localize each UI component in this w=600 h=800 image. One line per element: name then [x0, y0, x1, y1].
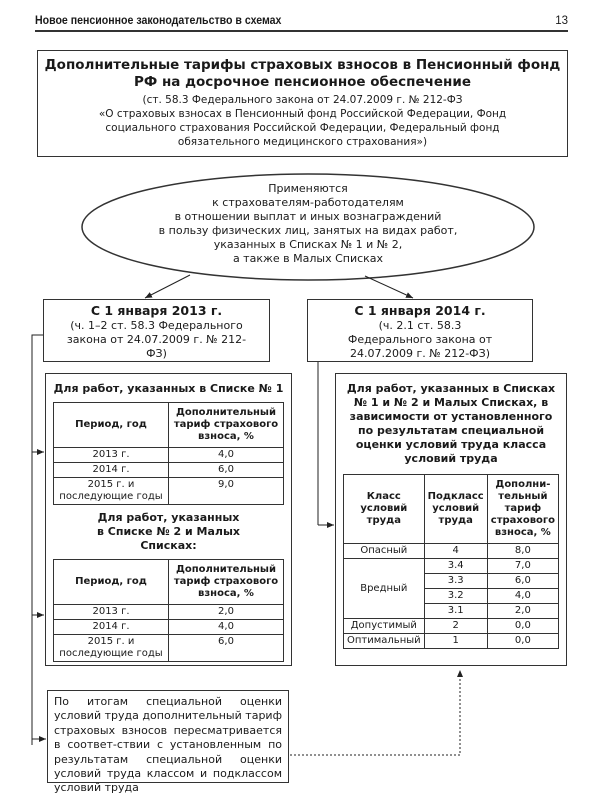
classes-heading: Для работ, указанных в Списках № 1 и № 2… — [346, 382, 556, 465]
class-cell: Оптимальный — [343, 633, 425, 649]
dotted-link — [290, 670, 463, 756]
table-row: Вредный 3.4 7,0 — [343, 558, 560, 619]
right-branch-line — [307, 334, 319, 525]
table-row: Допустимый 2 0,0 — [343, 618, 560, 634]
rate-cell: 4,0 — [168, 447, 284, 463]
ellipse-line: указанных в Списках № 1 и № 2, — [213, 238, 403, 251]
column-header: Класс условий труда — [343, 474, 425, 544]
rate-cell: 9,0 — [168, 477, 284, 505]
column-header: Период, год — [53, 559, 169, 605]
date-reference: (ч. 1–2 ст. 58.3 Федерального закона от … — [66, 319, 247, 360]
table-row: Опасный 4 8,0 — [343, 543, 560, 559]
class-cell: Вредный — [343, 558, 425, 619]
arrow-to-2014 — [364, 275, 414, 299]
law-reference: (ст. 58.3 Федерального закона от 24.07.2… — [38, 93, 567, 149]
page-number: 13 — [555, 15, 568, 27]
rate-cell: 0,0 — [486, 633, 560, 649]
ellipse-line: в пользу физических лиц, занятых на вида… — [158, 224, 458, 237]
class-cell: Опасный — [343, 543, 425, 559]
period-cell: 2015 г. и последующие годы — [53, 634, 169, 662]
period-cell: 2014 г. — [53, 462, 169, 478]
list1-table: Период, год Дополнительный тариф страхово… — [53, 402, 284, 505]
ellipse-shape — [81, 173, 535, 281]
rate-cell: 6,0 — [168, 634, 284, 662]
rate-cell: 6,0 — [486, 573, 560, 589]
date-reference: (ч. 2.1 ст. 58.3 Федерального закона от … — [347, 319, 493, 360]
lists-1-2-box: Для работ, указанных в Списке № 1 Период… — [45, 373, 292, 666]
page-title: Дополнительные тарифы страховых взносов … — [44, 57, 561, 90]
subclass-cell: 3.2 — [423, 588, 488, 604]
subclass-cell: 2 — [423, 618, 488, 634]
rate-cell: 2,0 — [486, 603, 560, 619]
period-cell: 2013 г. — [53, 447, 169, 463]
date-box-2013: С 1 января 2013 г. (ч. 1–2 ст. 58.3 Феде… — [43, 299, 270, 362]
rate-cell: 0,0 — [486, 618, 560, 634]
rate-cell: 7,0 — [486, 558, 560, 574]
list1-heading: Для работ, указанных в Списке № 1 — [53, 382, 284, 395]
classes-table: Класс условий труда Подкласс условий труд… — [343, 474, 560, 649]
date-box-2014: С 1 января 2014 г. (ч. 2.1 ст. 58.3 Феде… — [307, 299, 533, 362]
ellipse-text: Применяются к страхователям-работодателя… — [90, 182, 526, 266]
subclass-cell: 3.4 — [423, 558, 488, 574]
table-row: 2013 г. 4,0 — [53, 447, 284, 463]
ellipse-line: Применяются — [268, 182, 348, 195]
ellipse-line: к страхователям-работодателям — [212, 196, 404, 209]
table-row: 2014 г. 4,0 — [53, 619, 284, 635]
law-reference-line2: «О страховых взносах в Пенсионный фонд Р… — [98, 108, 507, 148]
subclass-cell: 4 — [423, 543, 488, 559]
list2-table: Период, год Дополнительный тариф страхово… — [53, 559, 284, 662]
rate-cell: 6,0 — [168, 462, 284, 478]
rate-cell: 4,0 — [486, 588, 560, 604]
column-header: Дополнительный тариф страхового взноса, … — [168, 402, 284, 448]
table-row: 3.3 6,0 — [344, 573, 560, 589]
column-header: Подкласс условий труда — [423, 474, 488, 544]
period-cell: 2013 г. — [53, 604, 169, 620]
classes-box: Для работ, указанных в Списках № 1 и № 2… — [335, 373, 567, 666]
table-row: 2014 г. 6,0 — [53, 462, 284, 478]
left-branch-line — [31, 334, 43, 745]
period-cell: 2014 г. — [53, 619, 169, 635]
arrow-to-2013 — [144, 274, 191, 299]
table-row: 2015 г. и последующие годы 6,0 — [53, 634, 284, 662]
rate-cell: 4,0 — [168, 619, 284, 635]
date-heading: С 1 января 2013 г. — [90, 303, 223, 318]
ellipse-line: а также в Малых Списках — [232, 252, 384, 265]
ellipse-line: в отношении выплат и иных вознаграждений — [174, 210, 442, 223]
class-cell: Допустимый — [343, 618, 425, 634]
review-note: По итогам специальной оценки условий тру… — [47, 690, 289, 794]
column-header: Период, год — [53, 402, 169, 448]
table-row: 2013 г. 2,0 — [53, 604, 284, 620]
law-reference-line1: (ст. 58.3 Федерального закона от 24.07.2… — [142, 94, 463, 106]
table-row: Оптимальный 1 0,0 — [343, 633, 560, 649]
table-row: 2015 г. и последующие годы 9,0 — [53, 477, 284, 505]
column-header: Дополнительный тариф страхового взноса, … — [168, 559, 284, 605]
running-header: Новое пенсионное законодательство в схем… — [35, 12, 568, 32]
rate-cell: 8,0 — [486, 543, 560, 559]
title-box: Дополнительные тарифы страховых взносов … — [37, 50, 568, 157]
rate-cell: 2,0 — [168, 604, 284, 620]
column-header: Дополни-тельный тариф страхового взноса,… — [486, 474, 560, 544]
period-cell: 2015 г. и последующие годы — [53, 477, 169, 505]
list2-heading: Для работ, указанных в Списке № 2 и Малы… — [97, 511, 240, 552]
subclass-cell: 1 — [423, 633, 488, 649]
header-title: Новое пенсионное законодательство в схем… — [35, 15, 282, 27]
subclass-cell: 3.3 — [423, 573, 488, 589]
date-heading: С 1 января 2014 г. — [354, 303, 486, 318]
subclass-cell: 3.1 — [423, 603, 488, 619]
